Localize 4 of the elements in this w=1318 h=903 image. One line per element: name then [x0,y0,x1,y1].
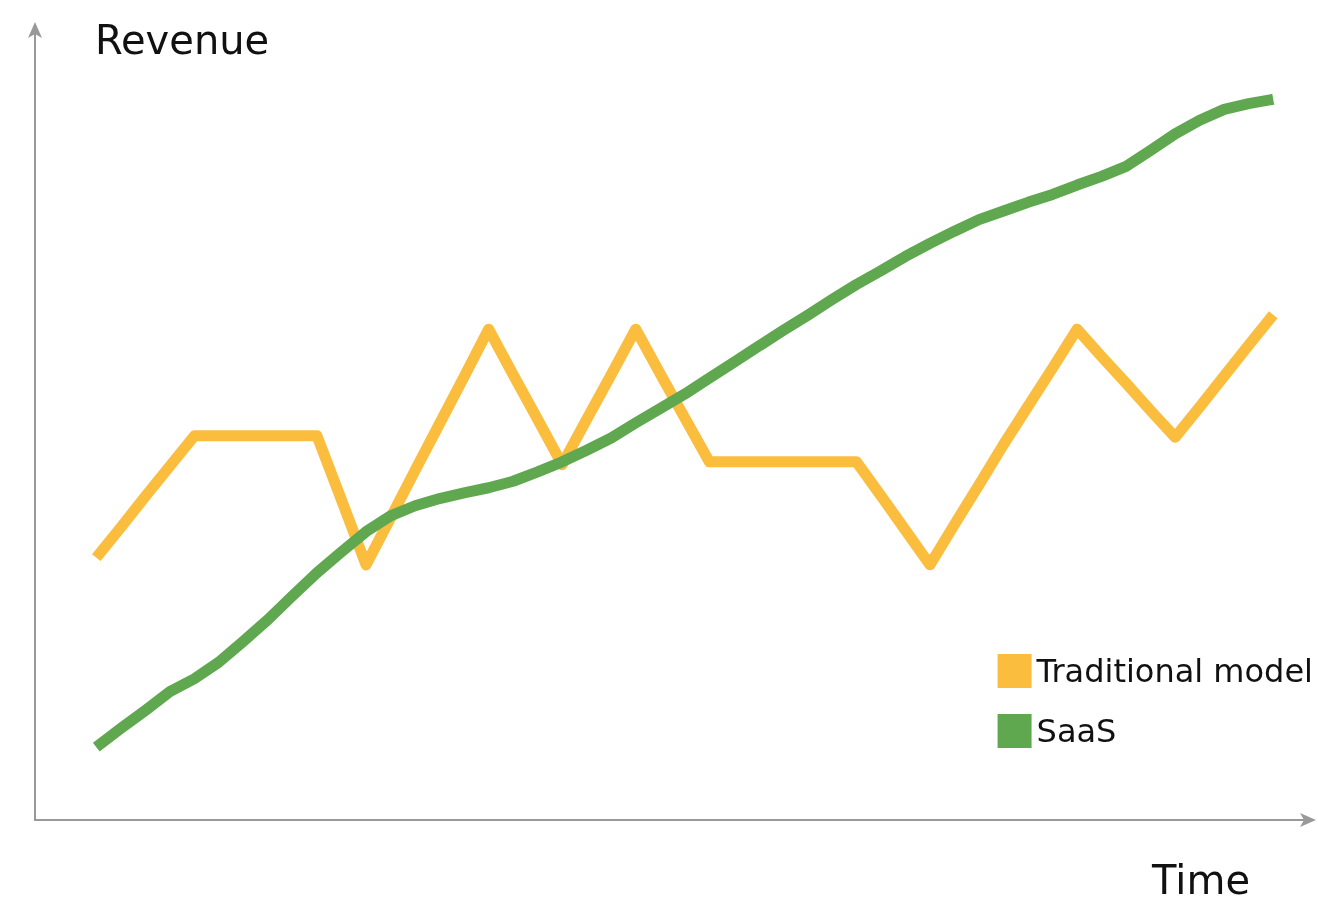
y-axis-title: Revenue [95,17,270,63]
x-axis-title: Time [1151,857,1250,903]
legend-label: SaaS [1036,712,1117,750]
legend-label: Traditional model [1035,652,1313,690]
